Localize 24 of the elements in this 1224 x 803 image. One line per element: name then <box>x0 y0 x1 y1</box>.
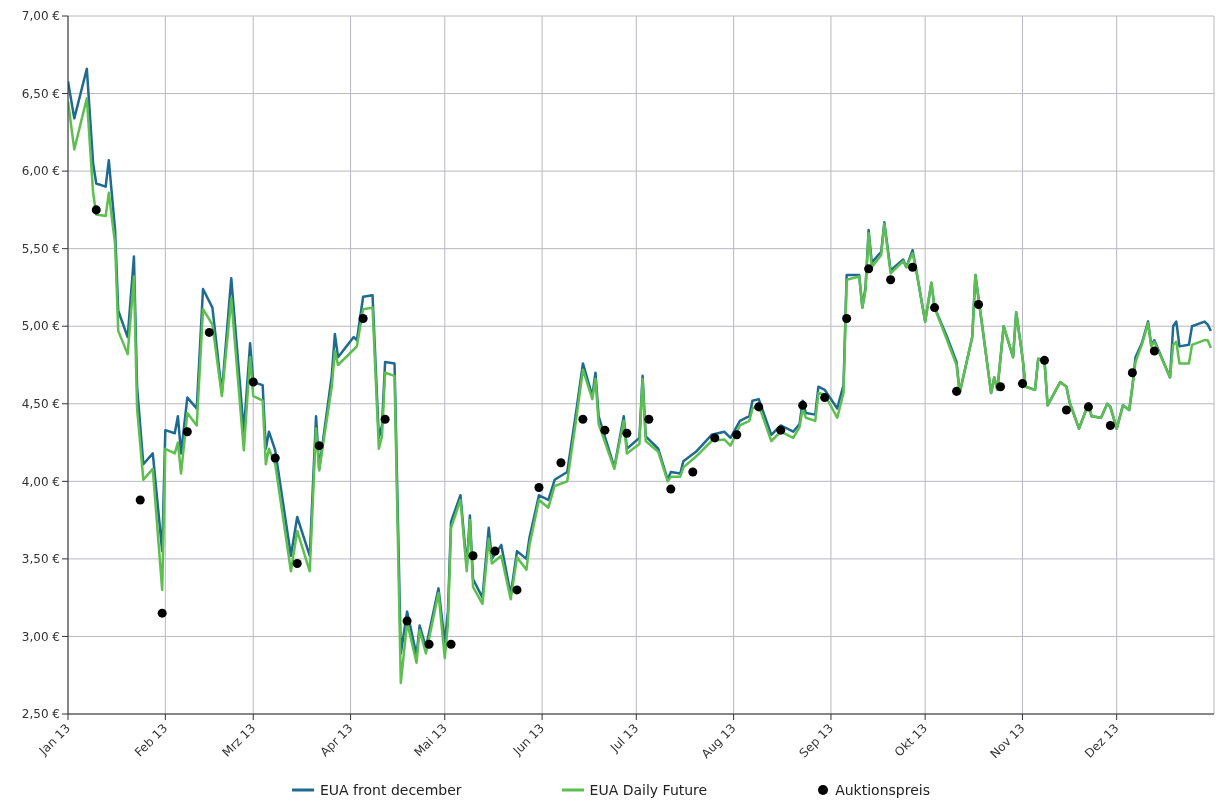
y-tick-label: 4,00 € <box>21 474 60 489</box>
y-tick-label: 3,00 € <box>21 629 60 644</box>
y-tick-label: 5,00 € <box>21 319 60 334</box>
x-tick-label: Feb 13 <box>131 721 171 760</box>
legend-label: EUA Daily Future <box>588 782 708 798</box>
x-tick-label: Okt 13 <box>891 721 931 760</box>
x-tick-label: Mai 13 <box>411 721 450 760</box>
x-tick-label: Mrz 13 <box>219 721 259 760</box>
legend-label: EUA front december <box>319 782 462 798</box>
x-tick-label: Jan 13 <box>35 721 73 759</box>
y-tick-label: 7,00 € <box>21 9 60 24</box>
x-tick-label: Apr 13 <box>317 721 356 760</box>
y-tick-label: 6,50 € <box>21 86 60 101</box>
y-tick-label: 2,50 € <box>21 707 60 722</box>
y-tick-label: 5,50 € <box>21 241 60 256</box>
x-tick-label: Jun 13 <box>509 721 548 759</box>
x-tick-label: Sep 13 <box>796 721 836 761</box>
y-tick-label: 3,50 € <box>21 552 60 567</box>
x-tick-label: Jul 13 <box>606 721 642 756</box>
y-tick-label: 4,50 € <box>21 397 60 412</box>
x-tick-label: Dez 13 <box>1082 721 1122 761</box>
x-tick-label: Nov 13 <box>987 721 1028 762</box>
y-tick-label: 6,00 € <box>21 164 60 179</box>
legend-label: Auktionspreis <box>834 782 930 798</box>
